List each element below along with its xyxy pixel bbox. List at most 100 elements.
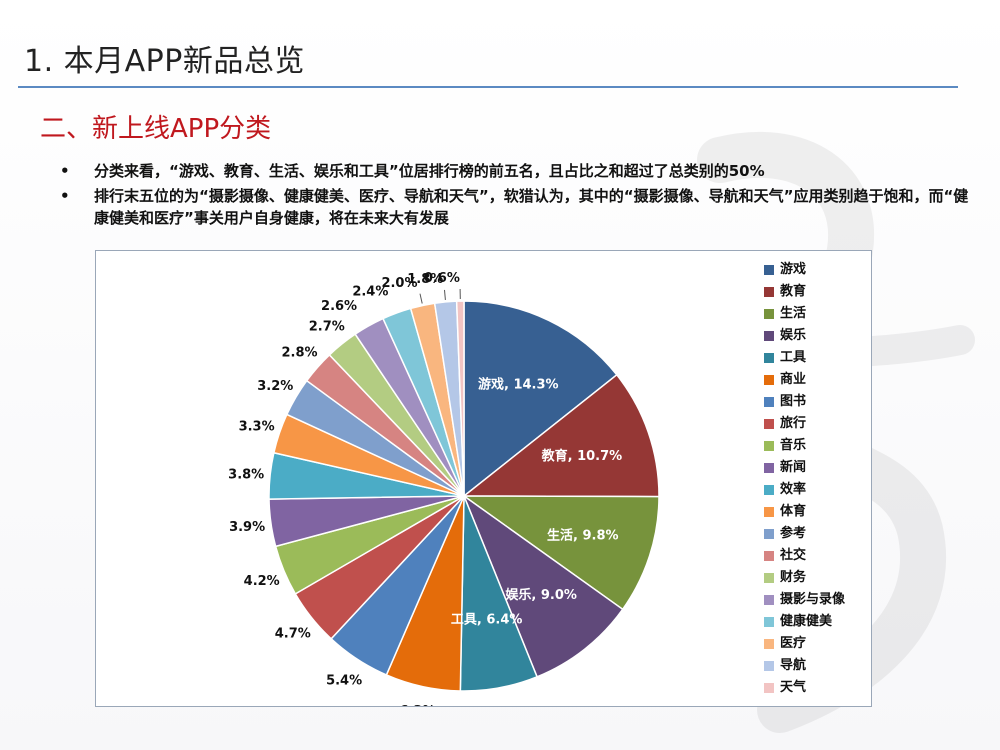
legend-swatch bbox=[764, 595, 774, 605]
legend-swatch bbox=[764, 573, 774, 583]
data-label-10: 3.9% bbox=[229, 520, 265, 535]
legend-swatch bbox=[764, 617, 774, 627]
pie-slice-20 bbox=[455, 300, 465, 497]
legend-item: 娱乐 bbox=[764, 325, 874, 347]
data-label-11: 3.8% bbox=[228, 467, 264, 482]
legend-swatch bbox=[764, 683, 774, 693]
legend-label: 医疗 bbox=[780, 636, 807, 651]
bullet-list: • 分类来看，“游戏、教育、生活、娱乐和工具”位居排行榜的前五名，且占比之和超过… bbox=[60, 160, 980, 232]
pie-slice-1 bbox=[463, 300, 618, 498]
legend-item: 旅行 bbox=[764, 413, 874, 435]
pie-slice-3 bbox=[461, 495, 660, 611]
legend-swatch bbox=[764, 507, 774, 517]
legend-swatch bbox=[764, 661, 774, 671]
legend-label: 体育 bbox=[780, 504, 807, 519]
data-label-3: 生活, 9.8% bbox=[547, 527, 619, 543]
legend-swatch bbox=[764, 353, 774, 363]
legend-item: 摄影与录像 bbox=[764, 589, 874, 611]
legend-swatch bbox=[764, 265, 774, 275]
chart-legend: 游戏教育生活娱乐工具商业图书旅行音乐新闻效率体育参考社交财务摄影与录像健康健美医… bbox=[764, 259, 874, 699]
legend-label: 娱乐 bbox=[780, 328, 807, 343]
data-label-1: 游戏, 14.3% bbox=[478, 377, 559, 393]
bullet-text: 分类来看，“游戏、教育、生活、娱乐和工具”位居排行榜的前五名，且占比之和超过了总… bbox=[94, 162, 765, 180]
data-label-12: 3.3% bbox=[239, 420, 275, 435]
legend-label: 天气 bbox=[780, 680, 807, 695]
leader-line-19 bbox=[444, 289, 446, 300]
data-label-6: 6.2% bbox=[399, 704, 435, 706]
title-divider bbox=[18, 86, 958, 88]
legend-label: 导航 bbox=[780, 658, 807, 673]
legend-label: 财务 bbox=[780, 570, 807, 585]
legend-item: 导航 bbox=[764, 655, 874, 677]
legend-swatch bbox=[764, 419, 774, 429]
legend-label: 摄影与录像 bbox=[780, 592, 846, 607]
legend-label: 旅行 bbox=[780, 416, 807, 431]
legend-swatch bbox=[764, 551, 774, 561]
data-label-2: 教育, 10.7% bbox=[541, 448, 623, 464]
pie-slice-4 bbox=[462, 493, 624, 678]
legend-item: 医疗 bbox=[764, 633, 874, 655]
data-label-16: 2.6% bbox=[321, 299, 357, 314]
chart-area: 游戏, 14.3% 教育, 10.7% 生活, 9.8% 娱乐, 9.0% 工具, 6.… bbox=[95, 250, 872, 707]
data-label-4: 娱乐, 9.0% bbox=[505, 587, 577, 603]
legend-swatch bbox=[764, 463, 774, 473]
bullet-marker: • bbox=[60, 162, 70, 180]
leader-line-18 bbox=[419, 293, 423, 304]
legend-item: 天气 bbox=[764, 677, 874, 699]
legend-label: 参考 bbox=[780, 526, 807, 541]
bullet-marker: • bbox=[60, 187, 70, 205]
data-label-18: 2.0% bbox=[381, 276, 417, 291]
legend-label: 音乐 bbox=[780, 438, 807, 453]
data-label-5: 工具, 6.4% bbox=[451, 613, 523, 628]
legend-item: 音乐 bbox=[764, 435, 874, 457]
data-label-7: 5.4% bbox=[326, 673, 362, 688]
legend-swatch bbox=[764, 485, 774, 495]
legend-swatch bbox=[764, 331, 774, 341]
legend-label: 效率 bbox=[780, 482, 807, 497]
legend-swatch bbox=[764, 529, 774, 539]
legend-item: 体育 bbox=[764, 501, 874, 523]
data-label-9: 4.2% bbox=[244, 574, 280, 589]
legend-label: 教育 bbox=[780, 284, 807, 299]
legend-swatch bbox=[764, 309, 774, 319]
page-title: 1. 本月APP新品总览 bbox=[24, 44, 305, 79]
data-label-17: 2.4% bbox=[352, 285, 388, 300]
legend-item: 新闻 bbox=[764, 457, 874, 479]
legend-label: 社交 bbox=[780, 548, 807, 563]
legend-item: 效率 bbox=[764, 479, 874, 501]
legend-swatch bbox=[764, 287, 774, 297]
legend-label: 生活 bbox=[780, 306, 807, 321]
data-label-13: 3.2% bbox=[257, 379, 293, 394]
legend-label: 新闻 bbox=[780, 460, 807, 475]
legend-item: 游戏 bbox=[764, 259, 874, 281]
data-label-19: 1.8% bbox=[407, 272, 443, 287]
legend-swatch bbox=[764, 397, 774, 407]
legend-item: 财务 bbox=[764, 567, 874, 589]
legend-label: 健康健美 bbox=[780, 614, 833, 629]
legend-item: 参考 bbox=[764, 523, 874, 545]
legend-item: 工具 bbox=[764, 347, 874, 369]
legend-label: 游戏 bbox=[780, 262, 807, 277]
legend-item: 教育 bbox=[764, 281, 874, 303]
legend-label: 图书 bbox=[780, 394, 807, 409]
legend-item: 图书 bbox=[764, 391, 874, 413]
legend-swatch bbox=[764, 441, 774, 451]
legend-swatch bbox=[764, 375, 774, 385]
legend-item: 商业 bbox=[764, 369, 874, 391]
data-label-8: 4.7% bbox=[275, 627, 311, 642]
legend-item: 生活 bbox=[764, 303, 874, 325]
bullet-item: • 排行末五位的为“摄影摄像、健康健美、医疗、导航和天气”，软猎认为，其中的“摄… bbox=[60, 185, 980, 229]
legend-label: 商业 bbox=[780, 372, 807, 387]
legend-label: 工具 bbox=[780, 350, 807, 365]
legend-item: 健康健美 bbox=[764, 611, 874, 633]
bullet-text: 排行末五位的为“摄影摄像、健康健美、医疗、导航和天气”，软猎认为，其中的“摄影摄… bbox=[94, 187, 969, 227]
data-label-14: 2.8% bbox=[281, 346, 317, 361]
pie-slice-2 bbox=[461, 373, 660, 498]
section-subtitle: 二、新上线APP分类 bbox=[40, 114, 272, 144]
data-label-15: 2.7% bbox=[309, 319, 345, 334]
data-label-20: 0.6% bbox=[424, 271, 460, 286]
bullet-item: • 分类来看，“游戏、教育、生活、娱乐和工具”位居排行榜的前五名，且占比之和超过… bbox=[60, 160, 980, 182]
legend-swatch bbox=[764, 639, 774, 649]
legend-item: 社交 bbox=[764, 545, 874, 567]
